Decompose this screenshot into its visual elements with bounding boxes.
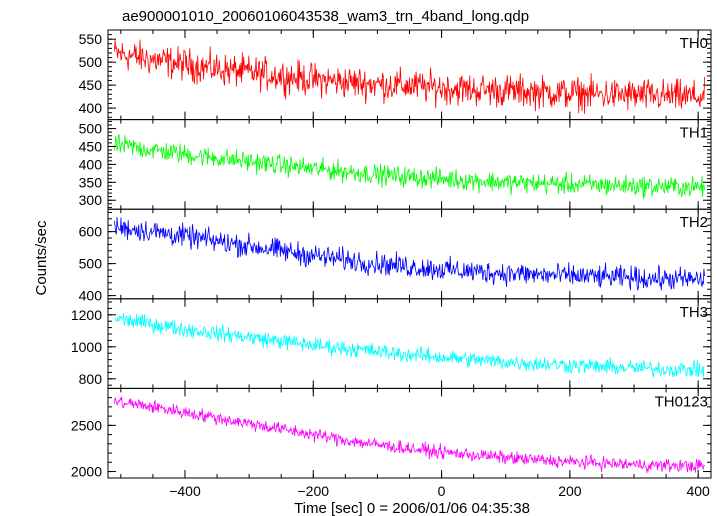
panel-th0: 400 450 500 550 TH0: [79, 29, 712, 121]
y-tick-label: 500: [79, 54, 103, 70]
x-tick-label: 200: [558, 483, 582, 499]
panel-label: TH3: [680, 304, 708, 321]
y-tick-label: 2500: [71, 417, 102, 433]
y-tick-label: 1000: [71, 339, 102, 355]
panel-label: TH2: [680, 214, 708, 231]
x-tick-label: 400: [686, 483, 710, 499]
y-tick-label: 550: [79, 31, 103, 47]
panel-frame: [107, 298, 712, 389]
y-tick-label: 300: [79, 192, 103, 208]
panel-frame: [107, 119, 712, 210]
x-tick-label: −200: [298, 483, 330, 499]
series-line-th1: [114, 133, 705, 199]
x-tick-label: −400: [169, 483, 201, 499]
y-tick-label: 400: [79, 100, 103, 116]
panel-frame: [107, 387, 712, 479]
chart-title: ae900001010_20060106043538_wam3_trn_4ban…: [122, 8, 529, 25]
series-line-th2: [114, 216, 705, 291]
panel-label: TH1: [680, 125, 708, 142]
y-tick-label: 800: [79, 371, 103, 387]
y-tick-label: 400: [79, 156, 103, 172]
panel-th2: 400 500 600 TH2: [79, 208, 712, 304]
series-line-th0: [114, 39, 705, 115]
panel-frame: [107, 208, 712, 300]
panel-label: TH0123: [655, 393, 708, 410]
series-line-th3: [114, 312, 705, 378]
y-tick-label: 350: [79, 174, 103, 190]
y-tick-label: 500: [79, 256, 103, 272]
y-tick-label: 450: [79, 77, 103, 93]
y-tick-label: 400: [79, 288, 103, 304]
y-tick-label: 2000: [71, 464, 102, 480]
y-axis-label: Counts/sec: [33, 220, 50, 296]
y-tick-label: 450: [79, 138, 103, 154]
panel-th3: 800 1000 1200 TH3: [71, 298, 712, 389]
panel-th0123: 2000 2500 TH0123: [71, 387, 712, 480]
x-tick-label: 0: [438, 483, 446, 499]
panel-label: TH0: [680, 35, 708, 52]
x-axis-label: Time [sec] 0 = 2006/01/06 04:35:38: [294, 500, 530, 516]
y-tick-label: 600: [79, 224, 103, 240]
y-tick-label: 500: [79, 121, 103, 137]
series-line-th0123: [114, 396, 705, 473]
y-tick-label: 1200: [71, 307, 102, 323]
